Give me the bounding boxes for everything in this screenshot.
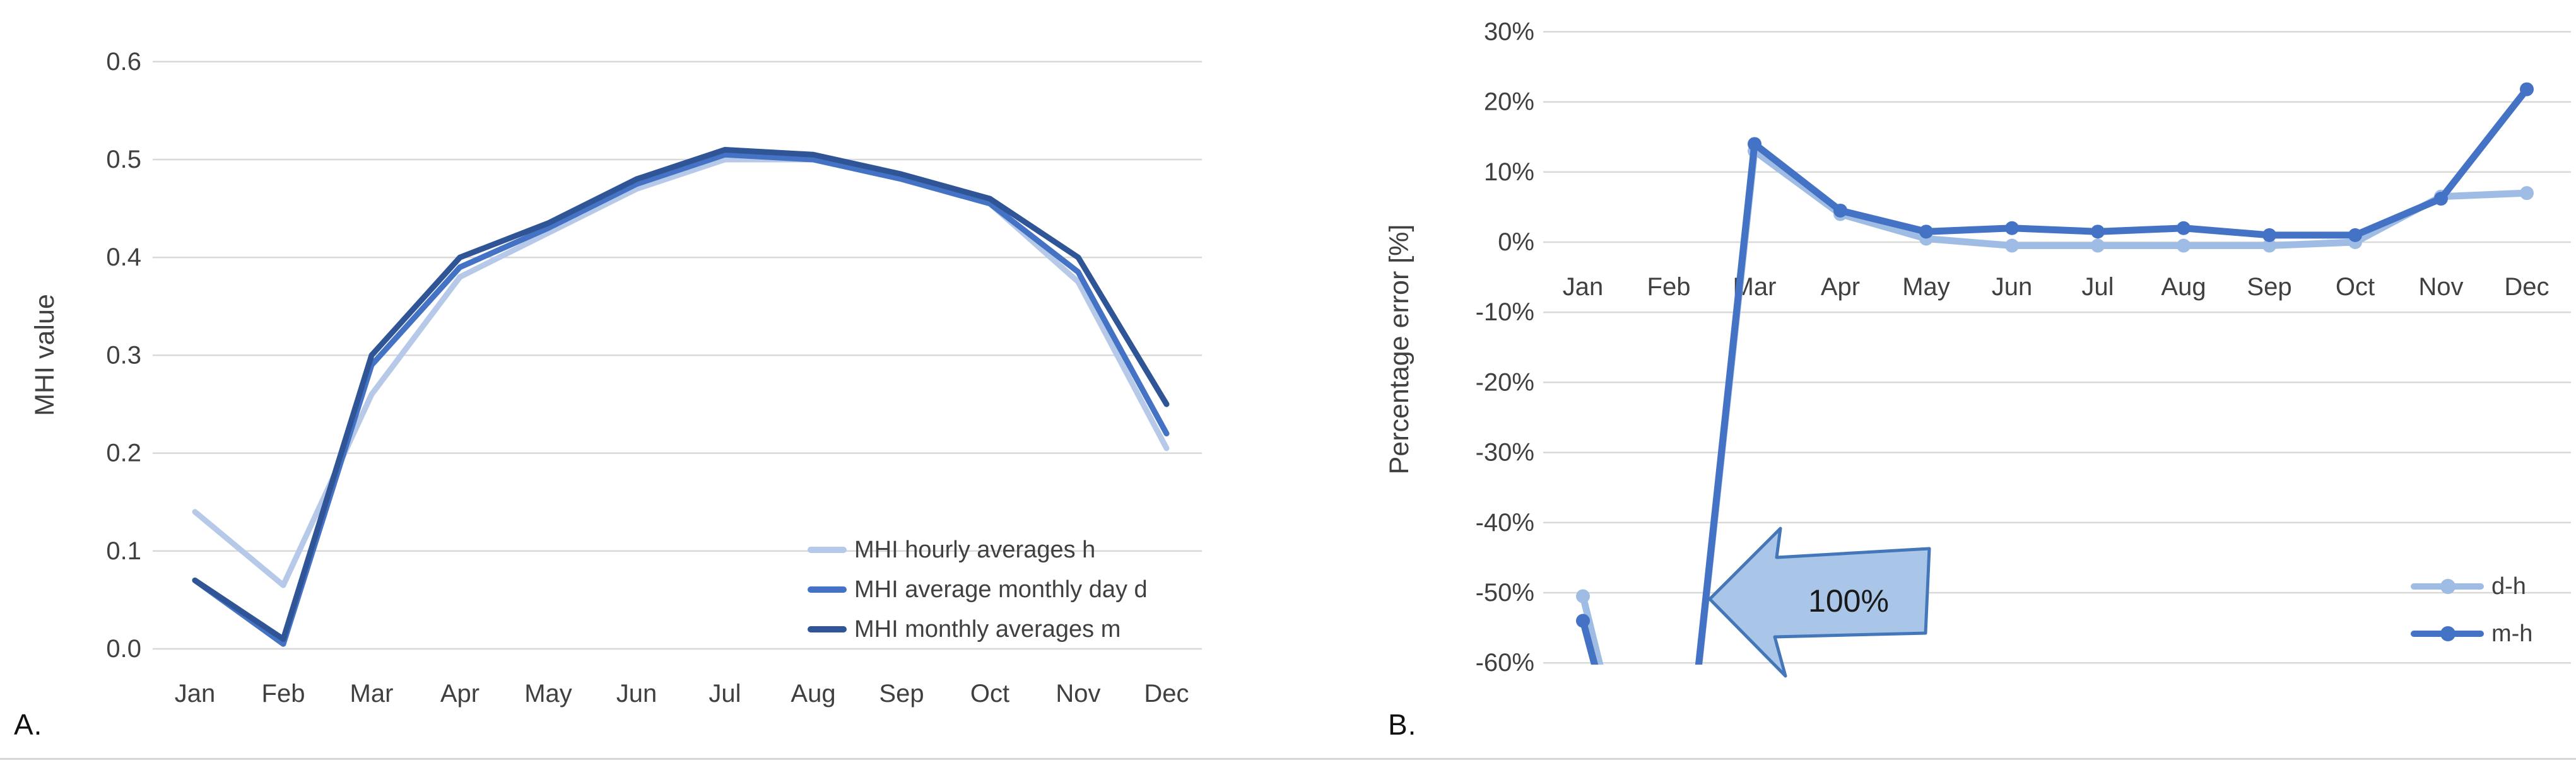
- x-tick-label: Sep: [2247, 273, 2291, 301]
- series-line-MHI hourly averages h: [192, 156, 1170, 588]
- series-line-MHI average monthly day d: [192, 151, 1170, 647]
- arrow-annotation: 100%: [1708, 527, 1931, 678]
- chart-b-series-lines: [1576, 82, 2534, 665]
- x-tick-label: Jul: [709, 680, 741, 708]
- panel-b-label: B.: [1388, 708, 1417, 741]
- series-line-MHI monthly averages m: [192, 146, 1170, 642]
- data-point-m-h: [1748, 137, 1761, 151]
- y-tick-label: 0.1: [106, 537, 141, 565]
- x-tick-label: Jan: [175, 680, 216, 708]
- x-tick-label: Sep: [879, 680, 924, 708]
- y-tick-label: 0.5: [106, 146, 141, 173]
- legend-item-mhi-monthly: MHI monthly averages m: [808, 615, 1120, 644]
- y-tick-label: -50%: [1476, 579, 1534, 607]
- chart-a-canvas: 0.6 0.5 0.4 0.3 0.2 0.1 0.0 Jan Feb Mar Apr May Jun…: [30, 48, 1202, 708]
- figure-bottom-border: [0, 758, 2576, 760]
- data-point-m-h: [1919, 224, 1933, 239]
- legend-swatch-m: [808, 626, 847, 632]
- chart-b-y-tick-labels: 30% 20% 10% 0% -10% -20% -30% -40% -50% -60%: [1476, 18, 1534, 677]
- y-tick-label: -60%: [1476, 649, 1534, 677]
- y-tick-label: 0.4: [106, 243, 141, 271]
- data-point-d-h: [2177, 238, 2191, 253]
- data-point-m-h: [2520, 82, 2534, 96]
- data-point-d-h: [2005, 238, 2019, 253]
- chart-b-y-axis-title: Percentage error [%]: [1384, 224, 1414, 475]
- data-point-m-h: [2177, 221, 2191, 235]
- data-point-d-h: [1576, 589, 1590, 603]
- x-tick-label: Oct: [2336, 273, 2375, 301]
- left-arrow-shape: [1708, 527, 1931, 678]
- chart-b-gridlines: [1543, 31, 2571, 664]
- y-tick-label: 20%: [1484, 88, 1534, 116]
- x-tick-label: Jan: [1563, 273, 1604, 301]
- x-tick-label: Jun: [616, 680, 657, 708]
- x-tick-label: Apr: [440, 680, 479, 708]
- data-point-m-h: [1576, 614, 1590, 628]
- data-point-m-h: [2091, 224, 2105, 239]
- legend-item-mhi-hourly: MHI hourly averages h: [808, 535, 1095, 564]
- data-point-d-h: [2262, 238, 2276, 253]
- data-point-m-h: [1833, 203, 1847, 218]
- data-point-d-h: [2520, 186, 2534, 201]
- y-tick-label: 30%: [1484, 18, 1534, 45]
- chart-a-gridlines: [153, 61, 1202, 650]
- x-tick-label: Dec: [2504, 273, 2549, 301]
- chart-b-canvas: 30% 20% 10% 0% -10% -20% -30% -40% -50% -60% Jan F…: [1384, 18, 2571, 678]
- y-tick-label: 0.0: [106, 635, 141, 663]
- x-tick-label: Nov: [1056, 680, 1100, 708]
- y-tick-label: 0%: [1498, 228, 1534, 256]
- chart-a-y-tick-labels: 0.6 0.5 0.4 0.3 0.2 0.1 0.0: [106, 48, 141, 663]
- legend-swatch-dh: [2411, 578, 2484, 595]
- x-tick-label: Aug: [2161, 273, 2206, 301]
- panel-a-mhi-value-chart: 0.6 0.5 0.4 0.3 0.2 0.1 0.0 Jan Feb Mar Apr May Jun…: [14, 48, 1202, 741]
- legend-item-dh: d-h: [2411, 572, 2526, 601]
- legend-label-mh: m-h: [2491, 620, 2533, 647]
- x-tick-label: Aug: [791, 680, 835, 708]
- legend-swatch-d: [808, 586, 847, 593]
- x-tick-label: May: [524, 680, 572, 708]
- x-tick-label: Jun: [1992, 273, 2033, 301]
- data-point-m-h: [2005, 221, 2019, 235]
- legend-label-h: MHI hourly averages h: [854, 536, 1096, 563]
- y-tick-label: -30%: [1476, 439, 1534, 467]
- panel-b-percentage-error-chart: 30% 20% 10% 0% -10% -20% -30% -40% -50% -60% Jan F…: [1325, 0, 2576, 763]
- legend-label-m: MHI monthly averages m: [854, 615, 1121, 643]
- x-tick-label: Feb: [262, 680, 305, 708]
- x-tick-label: May: [1902, 273, 1950, 301]
- data-point-m-h: [2348, 228, 2362, 242]
- arrow-annotation-text: 100%: [1808, 583, 1889, 619]
- y-tick-label: 0.6: [106, 48, 141, 76]
- x-tick-label: Mar: [350, 680, 394, 708]
- data-point-m-h: [2262, 228, 2276, 242]
- legend-item-mhi-daily: MHI average monthly day d: [808, 575, 1148, 604]
- y-tick-label: -40%: [1476, 509, 1534, 537]
- chart-a-x-tick-labels: Jan Feb Mar Apr May Jun Jul Aug Sep Oct Nov Dec: [175, 680, 1189, 708]
- y-tick-label: 0.2: [106, 440, 141, 467]
- panel-a-label: A.: [14, 708, 43, 741]
- x-tick-label: Oct: [970, 680, 1009, 708]
- series-line-m-h: [1579, 86, 2531, 665]
- y-tick-label: -20%: [1476, 368, 1534, 396]
- y-tick-label: 10%: [1484, 158, 1534, 186]
- y-tick-label: 0.3: [106, 341, 141, 369]
- y-tick-label: -10%: [1476, 298, 1534, 326]
- data-point-m-h: [2434, 192, 2448, 206]
- legend-label-d: MHI average monthly day d: [854, 576, 1148, 603]
- x-tick-label: Feb: [1647, 273, 1691, 301]
- x-tick-label: Nov: [2418, 273, 2463, 301]
- legend-label-dh: d-h: [2491, 573, 2526, 600]
- data-point-d-h: [2091, 238, 2105, 253]
- chart-b-x-tick-labels: Jan Feb Mar Apr May Jun Jul Aug Sep Oct Nov Dec: [1563, 273, 2550, 301]
- x-tick-label: Jul: [2081, 273, 2114, 301]
- legend-item-mh: m-h: [2411, 619, 2532, 648]
- chart-a-y-axis-title: MHI value: [30, 294, 60, 416]
- legend-swatch-mh: [2411, 626, 2484, 642]
- x-tick-label: Apr: [1821, 273, 1860, 301]
- chart-a-series-lines: [192, 146, 1170, 647]
- legend-swatch-h: [808, 547, 847, 553]
- x-tick-label: Dec: [1144, 680, 1189, 708]
